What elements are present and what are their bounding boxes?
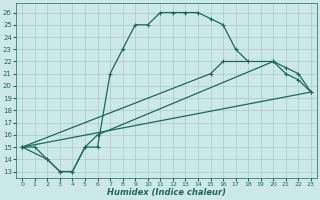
X-axis label: Humidex (Indice chaleur): Humidex (Indice chaleur) [107, 188, 226, 197]
